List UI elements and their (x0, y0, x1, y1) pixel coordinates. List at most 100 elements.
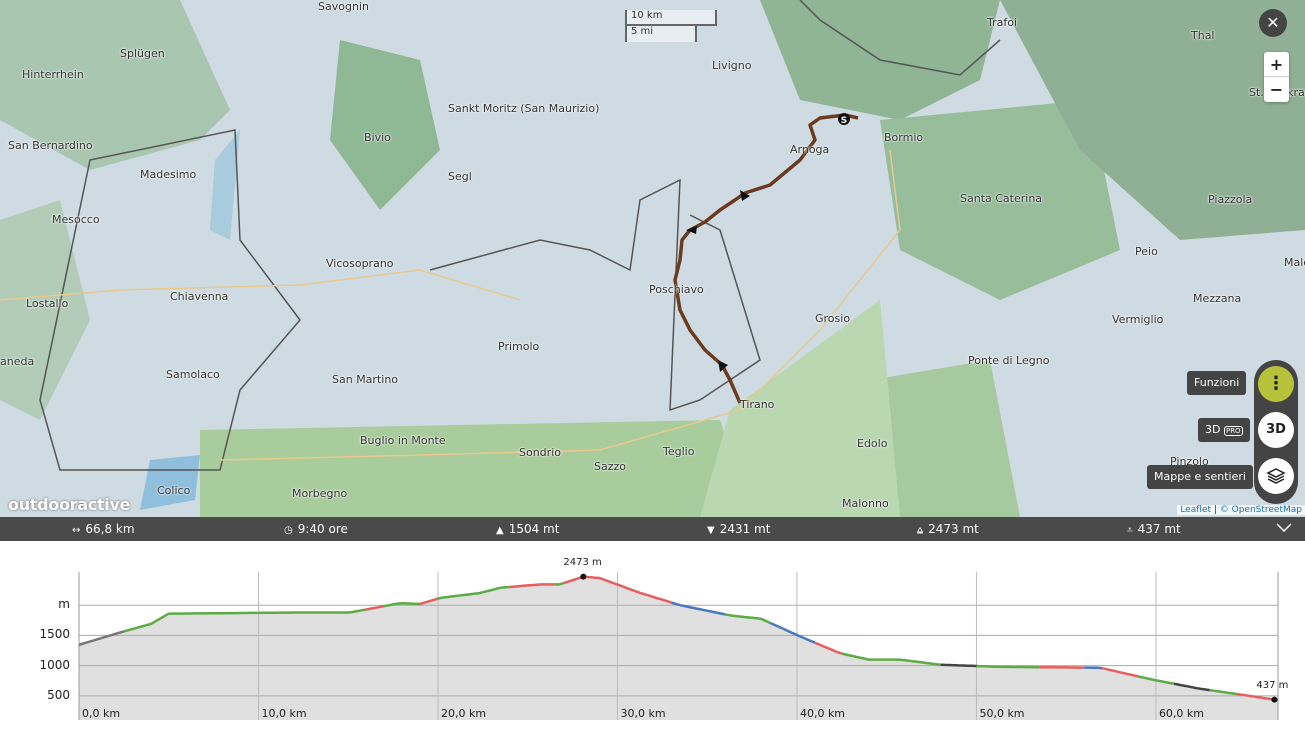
stat-min-altitude: ⩡ 437 mt (1127, 517, 1181, 543)
descent-icon: ▼ (707, 525, 715, 536)
place-label: Mezzana (1193, 292, 1241, 305)
max-altitude-value: 2473 mt (928, 522, 979, 536)
3d-tooltip: 3D PRO (1198, 418, 1250, 442)
outdooractive-logo: outdooractive (8, 495, 130, 514)
max-altitude-icon: ⩠ (917, 525, 923, 536)
collapse-button[interactable] (1276, 517, 1292, 541)
functions-tooltip: Funzioni (1187, 371, 1246, 395)
x-tick-label: 10,0 km (261, 707, 306, 720)
place-label: Malé (1284, 256, 1305, 269)
place-label: Sazzo (594, 460, 626, 473)
place-label: Lostallo (26, 297, 68, 310)
chevron-down-icon (1276, 523, 1292, 533)
y-tick-label: 1000 (10, 658, 70, 672)
stats-bar: ↔ 66,8 km ◷ 9:40 ore ▲ 1504 mt ▼ 2431 mt ⩠ 24… (0, 517, 1305, 541)
place-label: Segl (448, 170, 472, 183)
max-altitude-label: 2473 m (563, 557, 601, 568)
profile-segment-blue (1084, 668, 1102, 669)
place-label: Ponte di Legno (968, 354, 1049, 367)
map-terrain: S (0, 0, 1305, 517)
layers-icon (1266, 466, 1286, 486)
place-label: Bormio (884, 131, 923, 144)
clock-icon: ◷ (284, 525, 293, 536)
place-label: aneda (0, 355, 34, 368)
place-label: Bivio (364, 131, 391, 144)
place-label: Arnoga (790, 143, 829, 156)
zoom-out-button[interactable]: − (1264, 77, 1289, 102)
scale-mi: 5 mi (625, 26, 697, 42)
scale-bar: 10 km 5 mi (625, 10, 717, 42)
place-label: Morbegno (292, 487, 347, 500)
pro-badge-icon: PRO (1224, 426, 1243, 436)
min-altitude-value: 437 mt (1138, 522, 1181, 536)
place-label: Poschiavo (649, 283, 704, 296)
place-label: Samolaco (166, 368, 220, 381)
place-label: San Bernardino (8, 139, 93, 152)
stat-duration: ◷ 9:40 ore (284, 517, 348, 543)
start-marker-label: S (841, 116, 847, 126)
distance-icon: ↔ (72, 525, 80, 536)
close-button[interactable]: ✕ (1259, 9, 1287, 37)
stat-descent: ▼ 2431 mt (707, 517, 770, 543)
y-tick-label: 500 (10, 688, 70, 702)
layers-button[interactable] (1258, 458, 1294, 494)
profile-segment-green (977, 666, 1040, 667)
min-altitude-icon: ⩡ (1127, 525, 1133, 536)
3d-tooltip-label: 3D (1205, 423, 1220, 436)
min-point-marker (1271, 697, 1277, 703)
stat-distance: ↔ 66,8 km (72, 517, 135, 543)
osm-link[interactable]: © OpenStreetMap (1220, 505, 1302, 515)
y-tick-label: 1500 (10, 627, 70, 641)
profile-segment-dark (941, 665, 977, 666)
layers-tooltip: Mappe e sentieri (1147, 465, 1253, 489)
place-label: Madesimo (140, 168, 196, 181)
place-label: Splügen (120, 47, 165, 60)
x-tick-label: 60,0 km (1159, 707, 1204, 720)
x-tick-label: 40,0 km (800, 707, 845, 720)
stat-ascent: ▲ 1504 mt (496, 517, 559, 543)
stat-max-altitude: ⩠ 2473 mt (917, 517, 979, 543)
min-altitude-label: 437 m (1256, 680, 1288, 691)
x-tick-label: 50,0 km (979, 707, 1024, 720)
place-label: Buglio in Monte (360, 434, 446, 447)
place-label: Santa Caterina (960, 192, 1042, 205)
x-tick-label: 30,0 km (620, 707, 665, 720)
place-label: Edolo (857, 437, 887, 450)
zoom-control: + − (1264, 52, 1289, 102)
3d-button[interactable]: 3D (1258, 412, 1294, 448)
more-vertical-icon: ⋮ (1267, 373, 1285, 394)
place-label: Thal (1191, 29, 1215, 42)
place-label: Savognin (318, 0, 369, 13)
x-tick-label: 0,0 km (82, 707, 120, 720)
place-label: Trafoi (987, 16, 1017, 29)
duration-value: 9:40 ore (298, 522, 348, 536)
ascent-value: 1504 mt (509, 522, 560, 536)
max-point-marker (580, 574, 586, 580)
place-label: Colico (157, 484, 190, 497)
place-label: San Martino (332, 373, 398, 386)
place-label: Teglio (663, 445, 694, 458)
place-label: Primolo (498, 340, 539, 353)
place-label: Sankt Moritz (San Maurizio) (448, 102, 599, 115)
scale-km: 10 km (625, 10, 717, 26)
place-label: Chiavenna (170, 290, 228, 303)
place-label: Sondrio (519, 446, 561, 459)
x-tick-label: 20,0 km (441, 707, 486, 720)
map[interactable]: S Savognin Splügen Hinterrhein San Bernardi… (0, 0, 1305, 517)
profile-segment-green (555, 583, 564, 584)
ascent-icon: ▲ (496, 525, 504, 536)
place-label: Malonno (842, 497, 889, 510)
place-label: Hinterrhein (22, 68, 84, 81)
functions-button[interactable]: ⋮ (1258, 366, 1294, 402)
place-label: Livigno (712, 59, 751, 72)
place-label: Vermiglio (1112, 313, 1163, 326)
distance-value: 66,8 km (85, 522, 134, 536)
place-label: Mesocco (52, 213, 100, 226)
leaflet-link[interactable]: Leaflet (1180, 505, 1211, 515)
place-label: Piazzola (1208, 193, 1252, 206)
descent-value: 2431 mt (720, 522, 771, 536)
zoom-in-button[interactable]: + (1264, 52, 1289, 77)
place-label: Grosio (815, 312, 850, 325)
place-label: Tirano (740, 398, 774, 411)
